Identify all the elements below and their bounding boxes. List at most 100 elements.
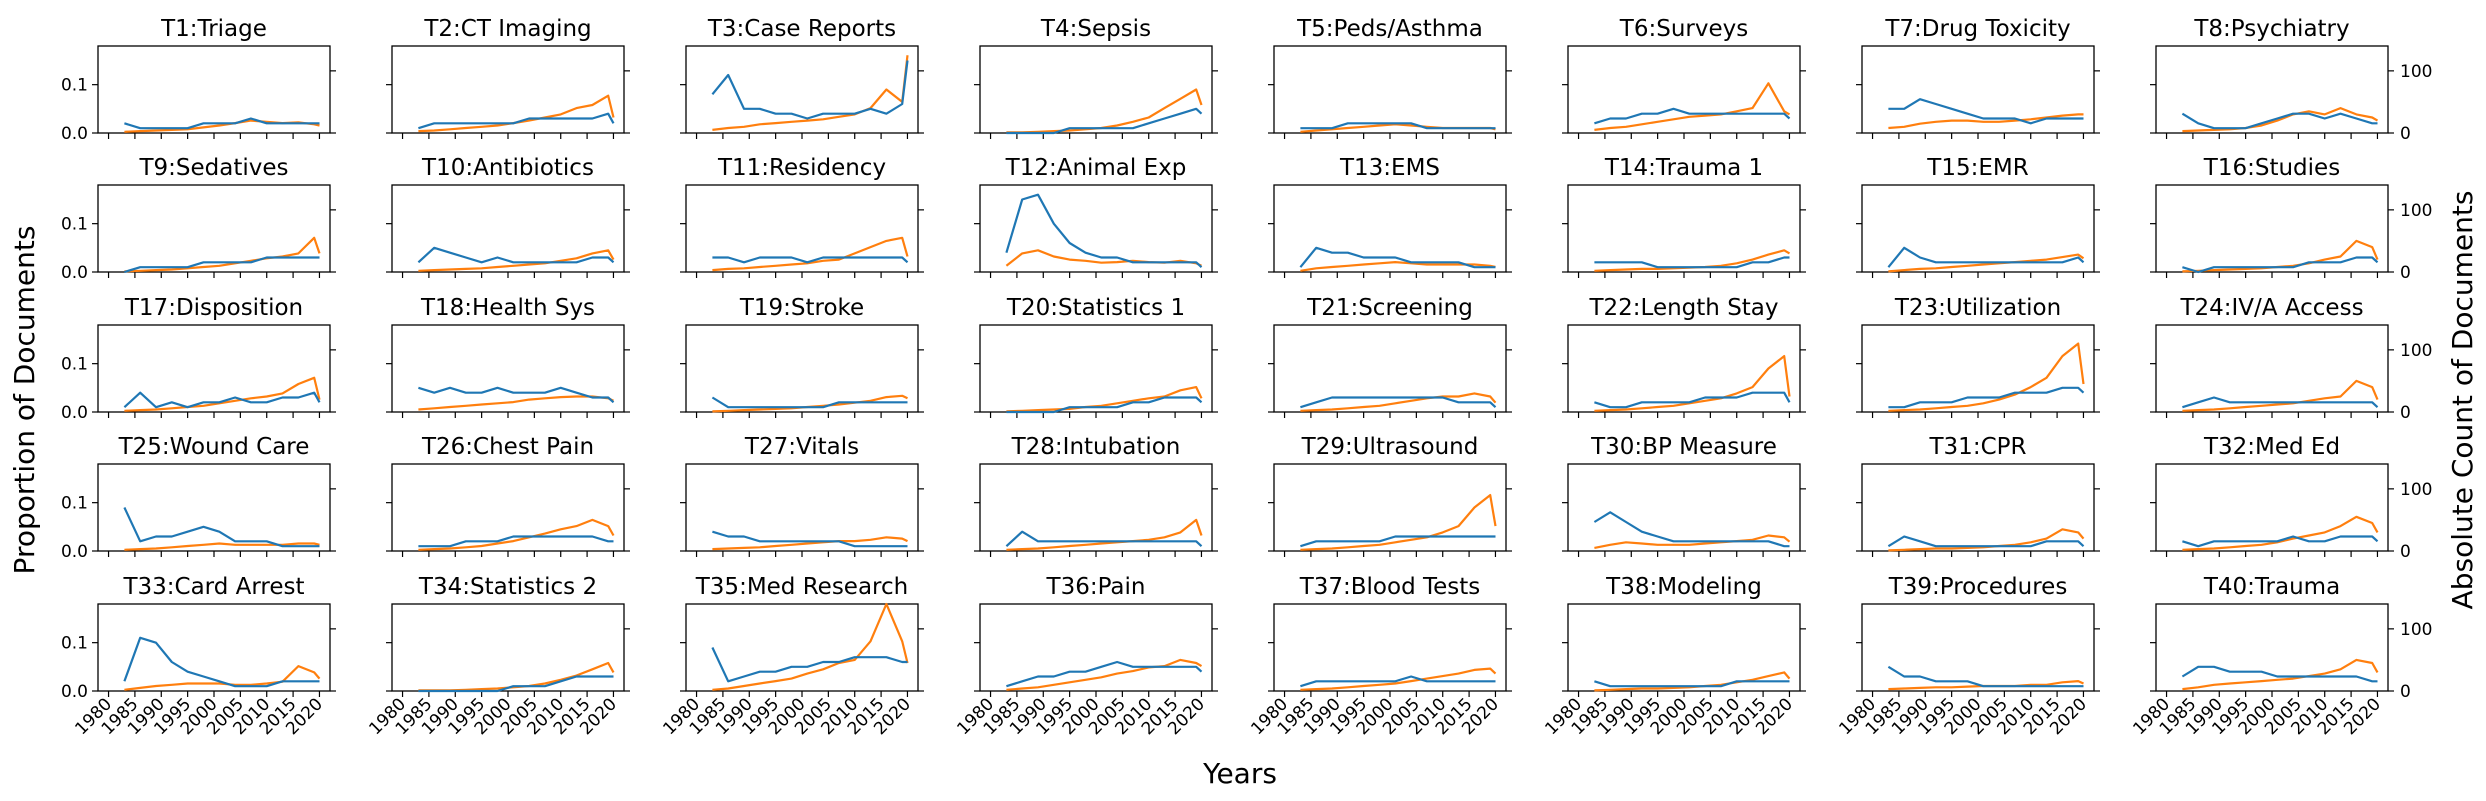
series-line-count — [712, 394, 908, 413]
right-tick-label: 100 — [2400, 201, 2432, 221]
panel-title: T25:Wound Care — [118, 434, 310, 460]
panel-35: T35:Med Research198019851990199520002005… — [659, 574, 924, 739]
panel-frame — [2155, 603, 2389, 692]
left-tick-label: 0.0 — [61, 263, 88, 283]
panel-title: T35:Med Research — [695, 574, 908, 600]
panel-frame — [1567, 463, 1801, 552]
series-line-proportion — [2181, 112, 2378, 130]
right-tick-label: 0 — [2400, 124, 2411, 144]
left-tick-label: 0.1 — [61, 215, 88, 235]
right-tick-label: 100 — [2400, 62, 2432, 82]
panel-title: T4:Sepsis — [1040, 16, 1151, 42]
panel-title: T5:Peds/Asthma — [1296, 16, 1483, 42]
panel-frame — [1861, 324, 2095, 413]
panel-frame — [2155, 463, 2389, 552]
series-line-count — [1005, 249, 1202, 267]
panel-25: T25:Wound Care 0.0 0.1 — [61, 434, 336, 562]
panel-5: T5:Peds/Asthma — [1268, 16, 1512, 139]
series-line-count — [124, 542, 320, 551]
panel-16: T16:Studies 0 100 — [2150, 155, 2432, 283]
panel-title: T38:Modeling — [1605, 574, 1762, 600]
panel-title: T23:Utilization — [1894, 295, 2061, 321]
panel-38: T38:Modeling1980198519901995200020052010… — [1541, 574, 1806, 739]
panel-frame — [1273, 603, 1507, 692]
series-line-proportion — [2182, 256, 2379, 274]
panel-title: T9:Sedatives — [138, 155, 288, 181]
series-line-count — [1300, 261, 1496, 272]
series-line-proportion — [124, 117, 320, 130]
series-line-count — [1888, 342, 2085, 412]
left-tick-label: 0.0 — [61, 124, 88, 144]
panel-title: T11:Residency — [717, 155, 886, 181]
series-line-proportion — [123, 507, 320, 548]
series-line-count — [2182, 658, 2379, 691]
panel-23: T23:Utilization — [1856, 295, 2100, 418]
panel-title: T8:Psychiatry — [2193, 16, 2349, 42]
series-line-proportion — [1300, 122, 1496, 130]
panel-frame — [97, 603, 331, 692]
panel-title: T30:BP Measure — [1590, 434, 1777, 460]
series-line-count — [418, 249, 615, 272]
panel-31: T31:CPR — [1856, 434, 2100, 557]
panel-title: T14:Trauma 1 — [1604, 155, 1763, 181]
series-line-proportion — [712, 256, 909, 264]
left-tick-label: 0.1 — [61, 634, 88, 654]
panel-frame — [1861, 463, 2095, 552]
left-tick-label: 0.1 — [61, 355, 88, 375]
panel-title: T20:Statistics 1 — [1006, 295, 1185, 321]
panel-title: T17:Disposition — [124, 295, 303, 321]
series-line-proportion — [711, 647, 908, 683]
series-line-count — [1006, 518, 1203, 551]
right-tick-label: 0 — [2400, 682, 2411, 702]
series-line-count — [712, 602, 909, 691]
right-tick-label: 0 — [2400, 263, 2411, 283]
panel-frame — [391, 324, 625, 413]
panel-frame — [1861, 603, 2095, 692]
panel-36: T36:Pain19801985199019952000200520102015… — [953, 574, 1218, 739]
series-line-proportion — [1006, 660, 1203, 688]
panel-title: T37:Blood Tests — [1299, 574, 1481, 600]
series-line-proportion — [418, 386, 615, 404]
panel-39: T39:Procedures19801985199019952000200520… — [1835, 574, 2100, 739]
panel-8: T8:Psychiatry 0 100 — [2150, 16, 2432, 144]
left-tick-label: 0.1 — [61, 494, 88, 514]
panel-21: T21:Screening — [1268, 295, 1512, 418]
panel-15: T15:EMR — [1856, 155, 2100, 278]
series-line-proportion — [1594, 680, 1790, 688]
panel-title: T22:Length Stay — [1588, 295, 1778, 321]
panel-1: T1:Triage 0.0 0.1 — [61, 16, 336, 144]
panel-title: T12:Animal Exp — [1005, 155, 1187, 181]
panel-frame — [97, 463, 331, 552]
series-line-proportion — [2181, 665, 2378, 683]
series-line-count — [124, 664, 321, 691]
panel-title: T7:Drug Toxicity — [1884, 16, 2070, 42]
series-line-proportion — [124, 256, 320, 274]
left-tick-label: 0.0 — [61, 682, 88, 702]
right-tick-label: 0 — [2400, 403, 2411, 423]
series-line-proportion — [418, 112, 615, 130]
panel-11: T11:Residency — [680, 155, 924, 278]
panel-12: T12:Animal Exp — [974, 155, 1218, 278]
series-line-proportion — [418, 675, 614, 693]
panel-26: T26:Chest Pain — [386, 434, 630, 557]
series-line-count — [2182, 379, 2379, 412]
series-line-count — [2182, 515, 2379, 551]
series-line-count — [418, 94, 615, 133]
series-line-proportion — [711, 396, 908, 409]
panel-title: T3:Case Reports — [707, 16, 896, 42]
panel-7: T7:Drug Toxicity — [1856, 16, 2100, 139]
x-axis-label: Years — [1202, 757, 1277, 790]
series-line-proportion — [1888, 98, 2084, 125]
panel-title: T1:Triage — [160, 16, 267, 42]
series-line-proportion — [418, 535, 614, 548]
panel-3: T3:Case Reports — [680, 16, 924, 139]
panel-title: T6:Surveys — [1619, 16, 1748, 42]
panel-title: T34:Statistics 2 — [418, 574, 597, 600]
panel-title: T24:IV/A Access — [2179, 295, 2363, 321]
panel-frame — [391, 45, 625, 134]
panel-title: T16:Studies — [2203, 155, 2340, 181]
series-line-proportion — [1006, 107, 1203, 135]
panel-title: T33:Card Arrest — [122, 574, 304, 600]
panel-10: T10:Antibiotics — [386, 155, 630, 278]
